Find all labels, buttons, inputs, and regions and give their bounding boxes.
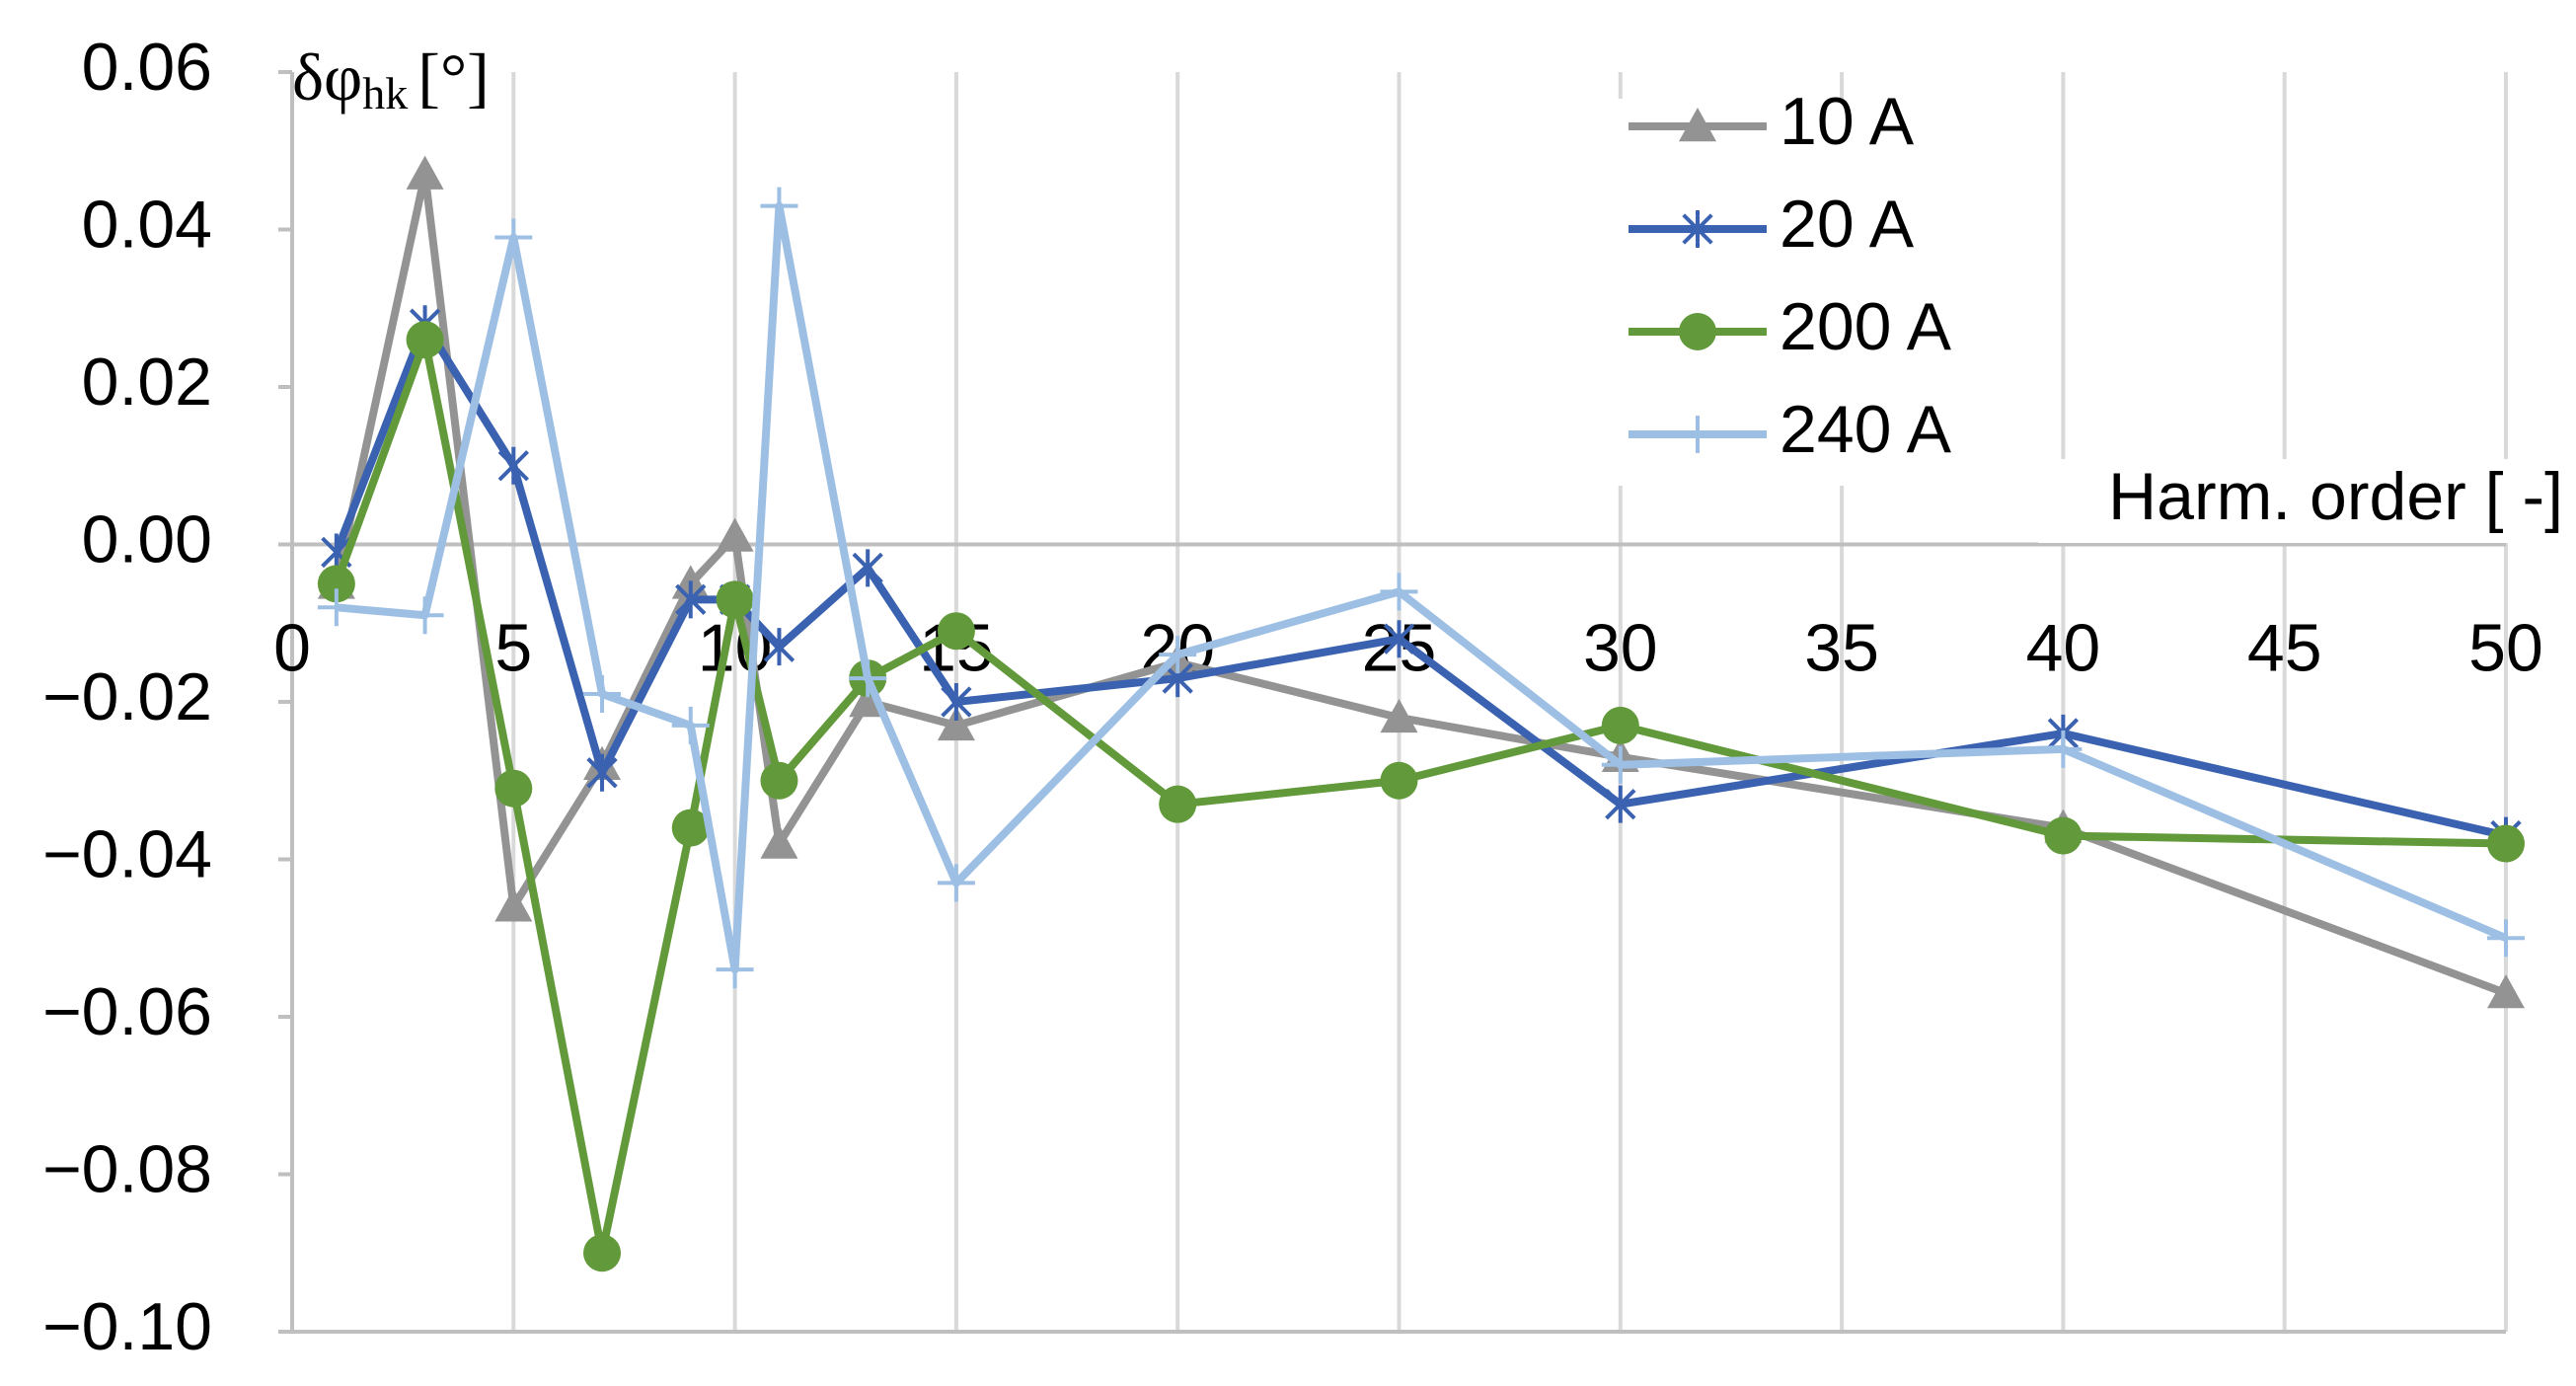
marker	[583, 675, 622, 714]
marker	[763, 628, 796, 666]
marker	[406, 155, 444, 190]
marker	[941, 683, 972, 721]
marker	[1605, 785, 1636, 823]
x-tick-label: 0	[273, 610, 311, 685]
marker	[849, 659, 887, 698]
series-line	[333, 320, 2507, 840]
marker	[494, 769, 533, 808]
marker	[760, 761, 798, 800]
marker	[937, 864, 975, 902]
series-line	[336, 201, 2508, 974]
marker	[317, 565, 355, 603]
legend-label: 200 A	[1780, 289, 1952, 364]
marker	[494, 218, 533, 257]
marker	[1601, 745, 1639, 784]
x-axis-label: Harm. order [ -]	[2108, 459, 2563, 534]
marker	[937, 612, 975, 651]
y-tick-label: −0.04	[42, 816, 212, 891]
y-tick-label: 0.00	[82, 501, 212, 577]
series-line	[332, 170, 2508, 997]
marker	[852, 549, 883, 587]
marker	[716, 517, 754, 552]
y-tick-label: −0.10	[42, 1289, 212, 1364]
marker	[2044, 730, 2083, 768]
x-tick-label: 40	[2026, 610, 2101, 685]
y-tick-label: −0.02	[42, 659, 212, 734]
y-axis-label: δφhk [°]	[292, 39, 490, 118]
legend-label: 10 A	[1780, 84, 1915, 159]
marker	[406, 596, 444, 635]
marker	[671, 808, 710, 847]
marker	[583, 1234, 622, 1272]
marker	[671, 706, 710, 744]
marker	[1159, 785, 1197, 823]
marker	[937, 706, 975, 741]
marker	[497, 446, 529, 485]
marker	[494, 887, 533, 922]
marker	[1383, 620, 1415, 658]
marker	[1601, 706, 1639, 744]
marker	[2487, 919, 2525, 958]
marker	[406, 321, 444, 359]
marker	[716, 951, 754, 989]
x-tick-label: 30	[1583, 610, 1658, 685]
marker	[1380, 698, 1418, 733]
marker	[1380, 573, 1418, 611]
x-tick-label: 45	[2247, 610, 2322, 685]
marker	[317, 588, 355, 627]
marker	[1679, 108, 1716, 142]
x-label-background	[2038, 459, 2576, 543]
y-tick-label: −0.08	[42, 1131, 212, 1206]
legend-label: 240 A	[1780, 392, 1952, 467]
legend-background	[1602, 99, 2016, 486]
marker	[1380, 761, 1418, 800]
marker	[1682, 210, 1713, 248]
series	[317, 155, 2525, 1009]
legend: 10 A 20 A 200 A 240 A	[1602, 84, 2016, 486]
y-label-symbol: δφ	[292, 39, 362, 115]
series	[317, 187, 2525, 989]
marker	[2044, 816, 2083, 855]
marker	[760, 824, 798, 859]
marker	[716, 580, 754, 619]
y-tick-label: 0.04	[82, 187, 212, 262]
y-tick-label: 0.02	[82, 345, 212, 420]
marker	[2487, 974, 2525, 1009]
y-tick-label: −0.06	[42, 974, 212, 1049]
legend-label: 20 A	[1780, 187, 1915, 262]
y-tick-label: 0.06	[82, 30, 212, 105]
marker	[2487, 824, 2525, 863]
marker	[675, 580, 707, 619]
marker	[760, 187, 798, 225]
y-label-subscript: hk	[362, 68, 408, 118]
y-label-unit: [°]	[417, 39, 489, 115]
marker	[586, 753, 618, 792]
marker	[1679, 416, 1716, 453]
x-tick-label: 35	[1804, 610, 1879, 685]
marker	[1679, 313, 1716, 350]
marker	[1159, 636, 1197, 674]
x-tick-label: 5	[494, 610, 532, 685]
x-tick-label: 50	[2468, 610, 2543, 685]
